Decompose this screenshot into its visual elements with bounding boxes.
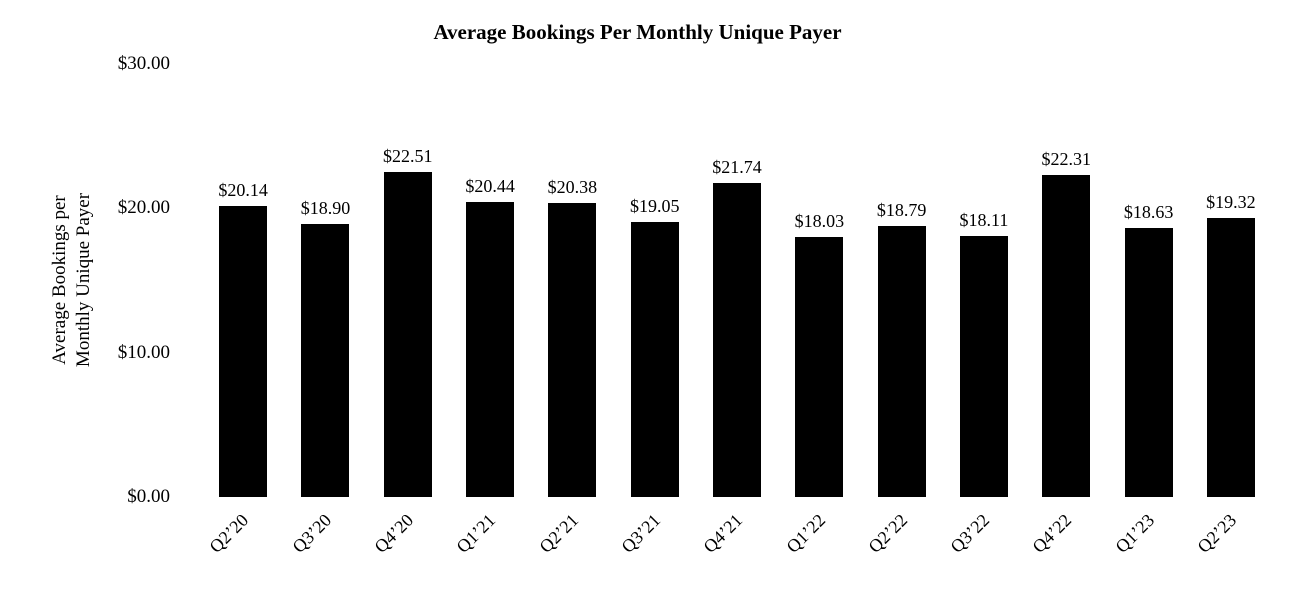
bar-value-label: $18.11	[959, 209, 1009, 230]
x-tick-label: Q3’22	[946, 510, 994, 557]
bar-value-label: $20.44	[465, 175, 515, 196]
bar	[301, 224, 350, 497]
bar-slot: $18.11 Q3’22	[943, 64, 1025, 557]
plot-area: $20.14 Q2’20 $18.90 Q3’20 $22.51 Q4’20 $20.44 Q…	[202, 64, 1272, 557]
x-tick-label: Q4’20	[370, 510, 418, 557]
bar	[959, 235, 1008, 497]
x-tick-label: Q2’20	[205, 510, 253, 557]
x-tick-label: Q1’21	[452, 510, 500, 557]
y-axis-title: Average Bookings per Monthly Unique Paye…	[48, 60, 96, 500]
chart-title: Average Bookings Per Monthly Unique Paye…	[433, 20, 842, 44]
bar-value-label: $21.74	[712, 157, 762, 178]
bar-slot: $20.38 Q2’21	[531, 64, 613, 557]
bar-slot: $18.79 Q2’22	[861, 64, 943, 557]
bar-value-label: $18.63	[1123, 202, 1174, 223]
x-tick-label: Q3’20	[288, 510, 335, 557]
x-tick-label: Q2’22	[864, 510, 911, 557]
bar-value-label: $19.05	[629, 196, 680, 217]
bar	[1124, 228, 1173, 497]
bar-slot: $18.03 Q1’22	[778, 64, 860, 557]
y-axis-title-line-1: Average Bookings per	[49, 195, 70, 365]
bar	[1206, 218, 1255, 497]
y-tick-label: $20.00	[117, 197, 170, 219]
x-tick-label: Q2’23	[1193, 510, 1241, 557]
bar-slot: $20.14 Q2’20	[202, 64, 284, 556]
bar-value-label: $22.51	[383, 146, 433, 167]
bar	[1042, 175, 1091, 497]
x-tick-label: Q1’22	[781, 510, 829, 557]
bar	[219, 206, 268, 497]
bar-slot: $19.32 Q2’23	[1190, 64, 1272, 557]
bar-value-label: $19.32	[1206, 192, 1256, 213]
bar	[630, 222, 679, 497]
bar	[383, 172, 432, 497]
bar	[877, 225, 926, 497]
bar-slot: $20.44 Q1’21	[449, 64, 531, 557]
bar-slot: $22.51 Q4’20	[367, 64, 449, 557]
x-tick-label: Q4’22	[1028, 510, 1076, 557]
bar-slot: $18.90 Q3’20	[284, 64, 366, 556]
bar-value-label: $22.31	[1041, 149, 1092, 169]
bar	[713, 183, 762, 497]
bar-value-label: $18.03	[794, 210, 845, 231]
bar-slot: $22.31 Q4’22	[1025, 64, 1107, 557]
y-tick-label: $30.00	[117, 53, 170, 74]
x-tick-label: Q1’23	[1111, 510, 1158, 557]
bar-value-label: $20.14	[218, 180, 268, 201]
bar-slot: $21.74 Q4’21	[696, 64, 778, 556]
bar	[466, 201, 515, 497]
bar-value-label: $18.90	[300, 198, 351, 219]
bar	[795, 236, 844, 497]
bar-value-label: $18.79	[876, 199, 927, 220]
x-tick-label: Q4’21	[699, 510, 747, 557]
y-axis-title-line-2: Monthly Unique Payer	[73, 192, 94, 368]
bar-slot: $19.05 Q3’21	[614, 64, 696, 557]
bar-value-label: $20.38	[547, 176, 598, 197]
bar	[548, 202, 597, 497]
y-tick-label: $0.00	[127, 486, 170, 507]
bar-slot: $18.63 Q1’23	[1107, 64, 1189, 557]
y-tick-label: $10.00	[117, 341, 170, 363]
x-tick-label: Q3’21	[617, 510, 665, 557]
x-tick-label: Q2’21	[535, 510, 582, 557]
